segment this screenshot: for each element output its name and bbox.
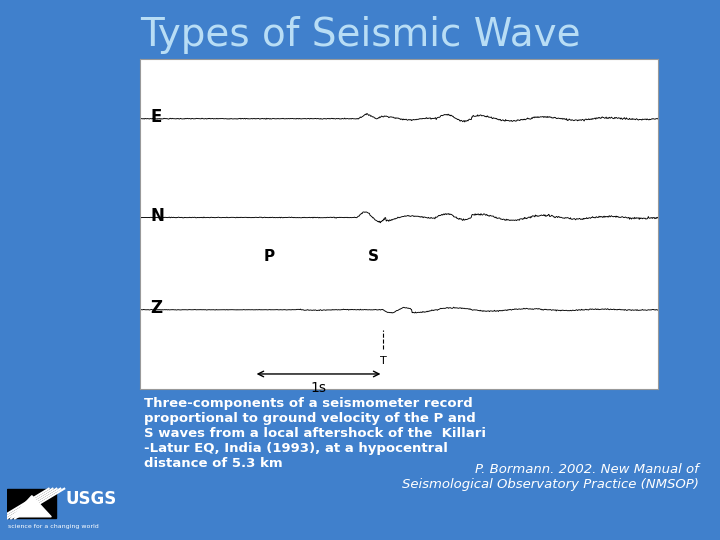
Bar xyxy=(7,489,56,518)
Text: T: T xyxy=(380,356,387,366)
Text: USGS: USGS xyxy=(66,490,117,509)
Text: Z: Z xyxy=(150,299,162,317)
Text: P. Bormann. 2002. New Manual of
Seismological Observatory Practice (NMSOP): P. Bormann. 2002. New Manual of Seismolo… xyxy=(402,463,698,491)
Text: Three-components of a seismometer record
proportional to ground velocity of the : Three-components of a seismometer record… xyxy=(144,397,486,470)
Text: S: S xyxy=(367,248,379,264)
Bar xyxy=(7,489,56,518)
Text: N: N xyxy=(150,207,164,225)
Text: Types of Seismic Wave: Types of Seismic Wave xyxy=(140,16,580,54)
Text: 1s: 1s xyxy=(310,381,327,395)
Text: P: P xyxy=(264,248,275,264)
Polygon shape xyxy=(12,496,51,517)
Text: science for a changing world: science for a changing world xyxy=(9,524,99,529)
Text: E: E xyxy=(150,108,161,126)
